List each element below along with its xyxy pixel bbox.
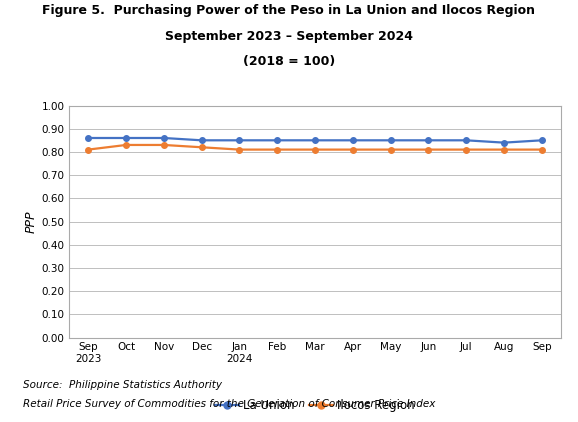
La Union <box>123 135 129 141</box>
Ilocos Region <box>463 147 470 152</box>
Ilocos Region <box>538 147 545 152</box>
La Union <box>160 135 167 141</box>
Line: Ilocos Region: Ilocos Region <box>86 142 544 152</box>
Text: (2018 = 100): (2018 = 100) <box>243 55 335 68</box>
La Union <box>312 138 318 143</box>
Ilocos Region <box>312 147 318 152</box>
Ilocos Region <box>501 147 507 152</box>
La Union <box>349 138 356 143</box>
Legend: La Union, Ilocos Region: La Union, Ilocos Region <box>210 395 420 417</box>
La Union <box>387 138 394 143</box>
Ilocos Region <box>387 147 394 152</box>
Text: Retail Price Survey of Commodities for the Generation of Consumer Price Index: Retail Price Survey of Commodities for t… <box>23 399 435 409</box>
La Union <box>85 135 92 141</box>
Y-axis label: PPP: PPP <box>24 210 38 233</box>
Text: Source:  Philippine Statistics Authority: Source: Philippine Statistics Authority <box>23 380 222 390</box>
La Union <box>236 138 243 143</box>
Text: Figure 5.  Purchasing Power of the Peso in La Union and Ilocos Region: Figure 5. Purchasing Power of the Peso i… <box>43 4 535 17</box>
Line: La Union: La Union <box>86 135 544 146</box>
La Union <box>274 138 281 143</box>
Ilocos Region <box>85 147 92 152</box>
Ilocos Region <box>236 147 243 152</box>
Ilocos Region <box>160 142 167 147</box>
Ilocos Region <box>198 145 205 150</box>
Text: September 2023 – September 2024: September 2023 – September 2024 <box>165 30 413 43</box>
Ilocos Region <box>123 142 129 147</box>
La Union <box>501 140 507 145</box>
La Union <box>538 138 545 143</box>
Ilocos Region <box>274 147 281 152</box>
La Union <box>425 138 432 143</box>
Ilocos Region <box>349 147 356 152</box>
Ilocos Region <box>425 147 432 152</box>
La Union <box>198 138 205 143</box>
La Union <box>463 138 470 143</box>
